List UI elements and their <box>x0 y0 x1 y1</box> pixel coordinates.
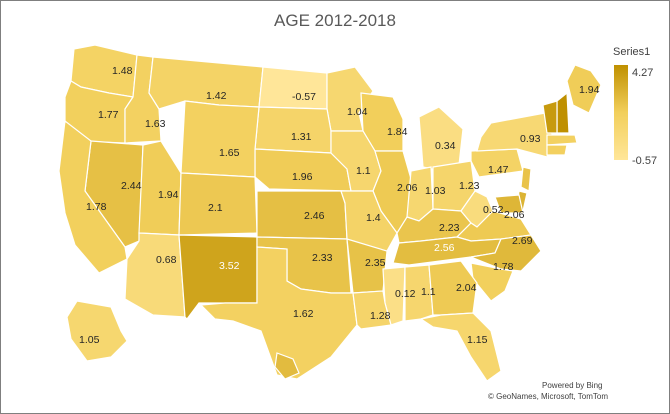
value-label-nd: -0.57 <box>292 91 316 103</box>
value-label-az: 0.68 <box>156 254 177 266</box>
state-vt <box>542 100 558 134</box>
value-label-tx: 1.62 <box>293 308 314 320</box>
value-label-ia: 1.1 <box>356 165 371 177</box>
value-label-ne: 1.96 <box>292 171 313 183</box>
state-ks <box>256 190 348 240</box>
value-label-ga: 2.04 <box>456 282 477 294</box>
value-label-ar: 2.35 <box>365 257 386 269</box>
value-label-co: 2.1 <box>208 202 223 214</box>
value-label-mt: 1.42 <box>206 90 227 102</box>
value-label-mi: 0.34 <box>435 140 456 152</box>
value-label-mn: 1.04 <box>347 106 368 118</box>
state-fl <box>419 312 502 382</box>
value-label-wa: 1.48 <box>112 65 133 77</box>
value-label-or: 1.77 <box>98 109 119 121</box>
state-la <box>352 290 392 330</box>
value-label-wi: 1.84 <box>387 126 408 138</box>
value-label-wv: 0.52 <box>483 204 504 216</box>
powered-by-text: Powered by Bing <box>542 381 603 390</box>
map-shapes <box>58 44 602 382</box>
legend-min-label: -0.57 <box>632 155 658 167</box>
state-ca <box>58 119 128 274</box>
state-mi <box>418 106 464 172</box>
state-ma <box>546 134 578 146</box>
value-label-sd: 1.31 <box>291 131 312 143</box>
state-ak <box>66 300 128 362</box>
legend-max-label: 4.27 <box>632 67 654 79</box>
value-label-id: 1.63 <box>145 118 166 130</box>
state-hi <box>274 352 300 380</box>
state-al <box>404 264 434 322</box>
state-sd <box>254 106 332 154</box>
value-label-ky: 2.23 <box>439 222 460 234</box>
legend-color-scale <box>614 65 628 160</box>
value-label-ut: 1.94 <box>158 189 179 201</box>
value-label-nc: 2.69 <box>512 235 533 247</box>
value-label-fl: 1.15 <box>467 334 488 346</box>
value-label-pa: 1.47 <box>488 164 509 176</box>
value-label-ny: 0.93 <box>520 133 541 145</box>
state-ct <box>546 144 568 156</box>
value-label-va: 2.06 <box>504 209 525 221</box>
value-label-ak: 1.05 <box>79 334 100 346</box>
value-label-ks: 2.46 <box>304 210 325 222</box>
legend-title: Series1 <box>613 46 651 58</box>
state-md <box>494 194 524 214</box>
value-label-in: 1.03 <box>425 185 446 197</box>
state-az <box>124 232 186 318</box>
map-value-labels: 1.48 1.77 1.63 1.42 -0.57 1.04 1.31 1.84 0.34 1.9… <box>79 65 600 346</box>
map-credit-text: © GeoNames, Microsoft, TomTom <box>488 392 608 401</box>
chart-title: AGE 2012-2018 <box>274 11 396 30</box>
value-label-ok: 2.33 <box>312 252 333 264</box>
value-label-oh: 1.23 <box>459 180 480 192</box>
value-label-ca: 1.78 <box>86 201 107 213</box>
value-label-sc: 1.78 <box>493 261 514 273</box>
state-wy <box>180 100 260 178</box>
state-nh <box>556 91 570 134</box>
value-label-la: 1.28 <box>370 310 391 322</box>
value-label-tn: 2.56 <box>434 242 455 254</box>
value-label-ms: 0.12 <box>395 288 416 300</box>
state-me <box>566 64 602 114</box>
value-label-me: 1.94 <box>579 84 600 96</box>
value-label-al: 1.1 <box>421 286 436 298</box>
value-label-mo: 1.4 <box>366 212 381 224</box>
value-label-wy: 1.65 <box>219 147 240 159</box>
state-tx <box>199 246 358 380</box>
value-label-nm: 3.52 <box>219 260 240 272</box>
value-label-nv: 2.44 <box>121 180 142 192</box>
value-label-il: 2.06 <box>397 182 418 194</box>
state-ms <box>382 266 406 326</box>
state-nj <box>520 166 532 192</box>
state-ut <box>138 140 182 236</box>
